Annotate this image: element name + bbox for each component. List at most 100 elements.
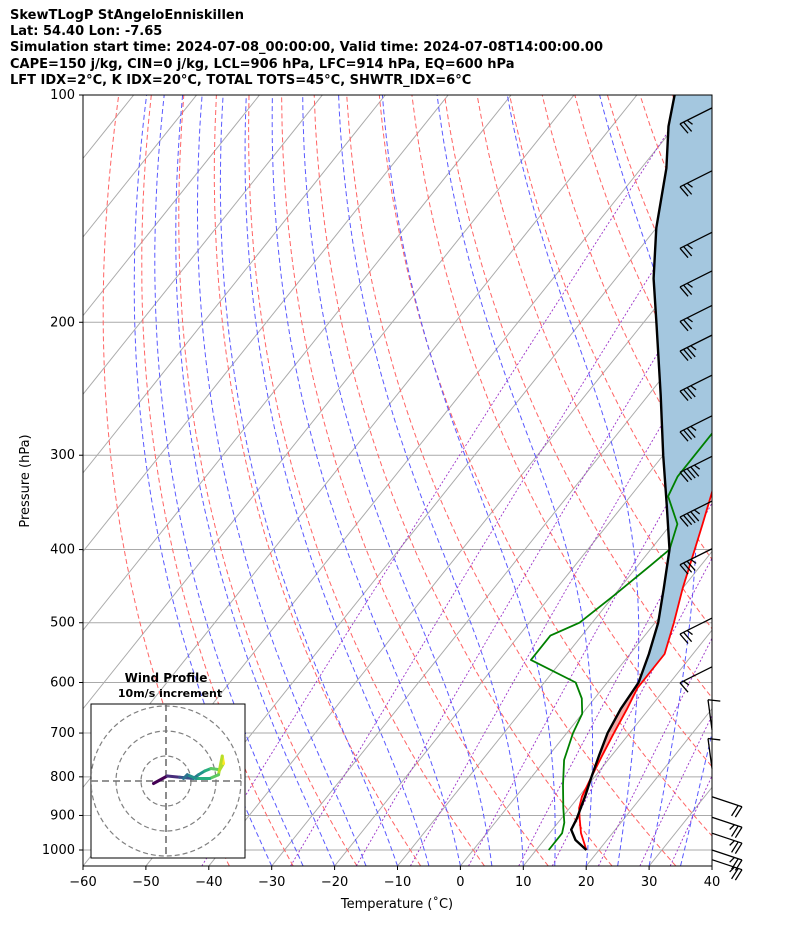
mixing-ratio-line	[355, 262, 712, 866]
barb-feather	[679, 516, 689, 527]
y-tick-label: 100	[50, 88, 75, 103]
x-tick-label: −10	[384, 875, 411, 890]
y-tick-label: 900	[50, 808, 75, 823]
barb-feather	[679, 123, 689, 134]
barb-shaft	[679, 415, 713, 433]
dry-adiabat	[738, 95, 794, 866]
x-tick-label: −30	[258, 875, 285, 890]
dry-adiabat	[141, 95, 294, 866]
y-tick-label: 700	[50, 726, 75, 741]
barb-feather	[679, 633, 689, 644]
hodograph-title: Wind Profile	[125, 671, 208, 685]
barb-feather	[690, 425, 697, 431]
moist-adiabat	[244, 95, 430, 866]
barb-feather	[731, 858, 739, 870]
isotherm-line	[0, 95, 71, 866]
isotherm-line	[334, 393, 712, 866]
barb-shaft	[707, 699, 713, 730]
x-tick-label: 10	[515, 875, 532, 890]
barb-feather	[679, 321, 689, 332]
wind-barb	[711, 796, 743, 818]
barb-feather	[729, 840, 735, 846]
wind-barb	[679, 334, 713, 361]
x-tick-label: −20	[321, 875, 348, 890]
wind-barb	[711, 849, 743, 871]
barb-feather	[729, 866, 735, 873]
barb-feather	[683, 429, 693, 440]
barb-feather	[679, 431, 689, 442]
barb-shaft	[707, 738, 713, 769]
hodograph-segment	[165, 774, 182, 779]
isotherm-line	[83, 95, 260, 317]
dry-adiabat	[411, 95, 712, 768]
y-tick-label: 300	[50, 448, 75, 463]
barb-shaft	[679, 231, 713, 249]
dry-adiabat	[313, 95, 613, 866]
barb-feather	[734, 869, 743, 881]
barb-feather	[690, 558, 697, 564]
wind-barb	[711, 859, 743, 881]
barb-feather	[686, 387, 696, 398]
wind-barb	[707, 699, 721, 730]
mixing-ratio-line	[468, 423, 712, 866]
barb-feather	[734, 842, 743, 854]
isotherm-line	[83, 95, 449, 553]
hodograph-segment	[185, 773, 198, 780]
moist-adiabat	[338, 95, 524, 866]
indices-line-1: CAPE=150 j/kg, CIN=0 j/kg, LCL=906 hPa, …	[10, 57, 515, 72]
indices-line-2: LFT IDX=2°C, K IDX=20°C, TOTAL TOTS=45°C…	[10, 73, 472, 88]
wind-barb	[679, 548, 713, 575]
wind-barb	[679, 500, 713, 527]
moist-adiabat	[381, 95, 556, 866]
dry-adiabat	[770, 95, 794, 866]
barb-feather	[734, 859, 743, 871]
barb-feather	[683, 562, 693, 573]
y-tick-label: 400	[50, 543, 75, 558]
barb-feather	[683, 388, 693, 400]
wind-barb	[679, 374, 713, 401]
moist-adiabat	[154, 95, 304, 866]
hodograph-segment	[217, 754, 224, 777]
barb-feather	[686, 182, 693, 188]
moist-adiabat	[197, 95, 367, 866]
profile-layer	[530, 95, 712, 851]
barb-feather	[679, 286, 689, 297]
wind-barb	[679, 170, 713, 197]
barb-feather	[690, 385, 697, 391]
wind-barb	[679, 107, 713, 134]
hodograph-plot	[91, 704, 245, 858]
mixing-ratio-line	[597, 637, 712, 866]
barb-feather	[731, 868, 739, 880]
wind-barbs	[679, 107, 743, 881]
barb-feather	[683, 348, 693, 360]
hodograph-segment	[152, 774, 169, 785]
y-tick-label: 500	[50, 616, 75, 631]
axes-layer: −60 −50 −40 −30 −20 −10 0 10 20 30 40 100 200 300 400 5…	[42, 88, 720, 890]
barb-feather	[690, 466, 700, 477]
barb-feather	[683, 284, 693, 295]
y-tick-label: 1000	[42, 843, 75, 858]
x-tick-label: 30	[641, 875, 658, 890]
barb-feather	[679, 247, 689, 259]
barb-feather	[690, 511, 700, 522]
barb-shaft	[679, 107, 713, 125]
barb-feather	[686, 630, 693, 636]
barb-feather	[679, 186, 689, 197]
isotherm-line	[522, 629, 712, 866]
barb-shaft	[679, 270, 713, 288]
dry-adiabat	[509, 95, 712, 561]
isotherm-line	[83, 95, 197, 238]
barb-feather	[686, 468, 696, 479]
barb-shaft	[679, 617, 713, 635]
barb-feather	[686, 282, 693, 288]
barb-feather	[679, 682, 689, 693]
isotherm-line	[83, 95, 386, 474]
barb-feather	[731, 805, 739, 817]
barb-feather	[729, 857, 735, 863]
isotherm-line	[83, 95, 575, 710]
isotherm-line	[585, 707, 712, 866]
x-tick-label: −50	[132, 875, 159, 890]
wind-barb	[679, 455, 713, 483]
chart-title: SkewTLogP StAngeloEnniskillen	[10, 8, 244, 23]
barb-feather	[683, 121, 693, 132]
